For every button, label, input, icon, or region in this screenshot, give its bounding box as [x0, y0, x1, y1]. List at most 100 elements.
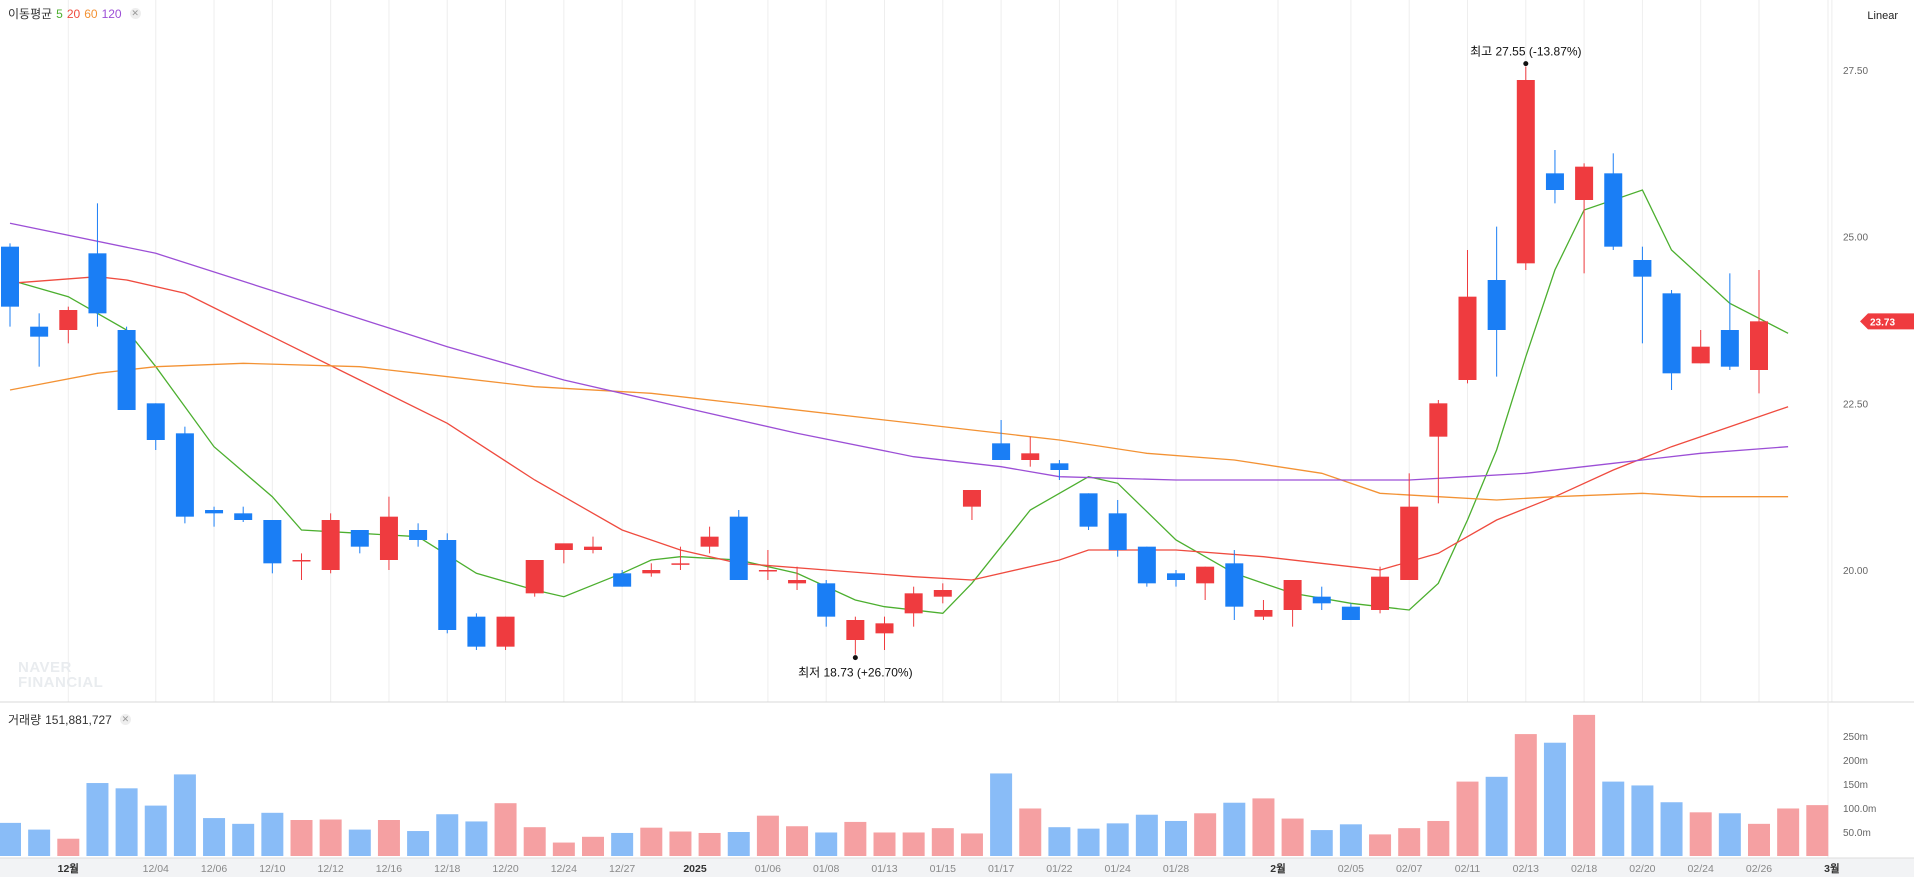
candle-body[interactable] [146, 403, 165, 440]
candle-body[interactable] [409, 530, 428, 540]
candle-body[interactable] [379, 516, 398, 560]
volume-bar[interactable] [290, 820, 313, 856]
volume-bar[interactable] [494, 803, 517, 856]
volume-bar[interactable] [1485, 776, 1508, 856]
volume-bar[interactable] [232, 823, 255, 856]
volume-bar[interactable] [86, 783, 109, 856]
volume-bar[interactable] [902, 832, 925, 856]
volume-bar[interactable] [1748, 823, 1770, 856]
candle-body[interactable] [1312, 596, 1331, 604]
volume-bar[interactable] [640, 827, 663, 856]
volume-bar[interactable] [377, 820, 400, 856]
volume-bar[interactable] [1048, 827, 1071, 856]
candle-body[interactable] [1283, 580, 1302, 610]
volume-bar[interactable] [1689, 812, 1712, 856]
candle-body[interactable] [234, 513, 253, 520]
candle-body[interactable] [613, 573, 632, 587]
volume-bar[interactable] [931, 828, 954, 856]
volume-bar[interactable] [523, 827, 546, 856]
candle-body[interactable] [642, 570, 661, 574]
close-icon[interactable]: ✕ [129, 8, 141, 19]
volume-bar[interactable] [1427, 820, 1450, 856]
candle-body[interactable] [554, 543, 573, 550]
volume-bar[interactable] [1165, 820, 1187, 856]
volume-bar[interactable] [1369, 834, 1392, 856]
volume-bar[interactable] [1456, 781, 1479, 856]
volume-bar[interactable] [582, 836, 604, 856]
legend-ma120[interactable]: 120 [101, 6, 122, 21]
candle-body[interactable] [758, 570, 777, 572]
volume-bar[interactable] [1339, 824, 1362, 856]
volume-bar[interactable] [173, 774, 196, 856]
volume-bar[interactable] [1398, 828, 1421, 856]
volume-bar[interactable] [1135, 814, 1158, 856]
candle-body[interactable] [1254, 610, 1273, 617]
volume-bar[interactable] [1806, 805, 1829, 856]
candle-body[interactable] [30, 326, 49, 337]
legend-ma5[interactable]: 5 [56, 6, 63, 21]
candle-body[interactable] [1458, 296, 1477, 380]
candle-body[interactable] [175, 433, 194, 517]
candle-body[interactable] [350, 530, 369, 547]
legend-ma20[interactable]: 20 [66, 6, 81, 21]
volume-bar[interactable] [319, 819, 342, 856]
candle-body[interactable] [1545, 173, 1564, 190]
candle-body[interactable] [1371, 576, 1390, 610]
candle-body[interactable] [292, 560, 311, 562]
volume-bar[interactable] [0, 822, 21, 856]
volume-bar[interactable] [144, 805, 167, 856]
candle-body[interactable] [467, 616, 486, 647]
candle-body[interactable] [584, 546, 602, 550]
volume-bar[interactable] [1543, 742, 1566, 856]
candle-body[interactable] [1341, 606, 1360, 620]
candle-body[interactable] [1050, 463, 1069, 470]
candle-body[interactable] [1079, 493, 1098, 527]
close-icon[interactable]: ✕ [119, 714, 131, 725]
volume-bar[interactable] [407, 831, 430, 856]
scale-toggle-button[interactable]: Linear [1867, 10, 1898, 22]
candle-body[interactable] [817, 583, 836, 617]
candle-body[interactable] [117, 330, 136, 410]
volume-bar[interactable] [261, 812, 284, 856]
volume-bar[interactable] [1019, 808, 1042, 856]
candle-body[interactable] [788, 580, 807, 584]
volume-bar[interactable] [465, 821, 488, 856]
volume-bar[interactable] [727, 832, 750, 856]
candle-body[interactable] [1108, 513, 1127, 550]
candle-body[interactable] [88, 253, 107, 314]
volume-bar[interactable] [348, 829, 371, 856]
candle-body[interactable] [700, 536, 719, 547]
volume-bar[interactable] [203, 818, 226, 856]
candle-body[interactable] [438, 540, 457, 630]
volume-bar[interactable] [611, 832, 634, 856]
candle-body[interactable] [1167, 573, 1185, 580]
volume-bar[interactable] [786, 826, 809, 856]
volume-bar[interactable] [1194, 813, 1217, 856]
volume-bar[interactable] [1077, 828, 1100, 856]
candle-body[interactable] [875, 623, 894, 634]
candle-body[interactable] [962, 490, 981, 507]
candle-body[interactable] [1604, 173, 1623, 247]
volume-bar[interactable] [815, 832, 838, 856]
volume-bar[interactable] [1252, 798, 1275, 856]
volume-bar[interactable] [990, 773, 1013, 856]
candle-body[interactable] [1662, 293, 1681, 374]
candle-body[interactable] [904, 593, 923, 614]
candle-body[interactable] [263, 520, 282, 564]
candle-body[interactable] [992, 443, 1011, 460]
candle-body[interactable] [1137, 546, 1156, 584]
candle-body[interactable] [671, 563, 690, 565]
candle-body[interactable] [1575, 166, 1594, 200]
volume-bar[interactable] [552, 842, 575, 856]
legend-ma60[interactable]: 60 [84, 6, 98, 21]
volume-bar[interactable] [844, 821, 867, 856]
volume-bar[interactable] [669, 831, 692, 856]
volume-bar[interactable] [1281, 818, 1304, 856]
volume-bar[interactable] [1106, 823, 1129, 856]
volume-bar[interactable] [1223, 802, 1246, 856]
volume-bar[interactable] [1573, 714, 1596, 856]
candle-body[interactable] [1487, 280, 1506, 330]
volume-bar[interactable] [698, 832, 721, 856]
volume-bar[interactable] [756, 815, 779, 856]
